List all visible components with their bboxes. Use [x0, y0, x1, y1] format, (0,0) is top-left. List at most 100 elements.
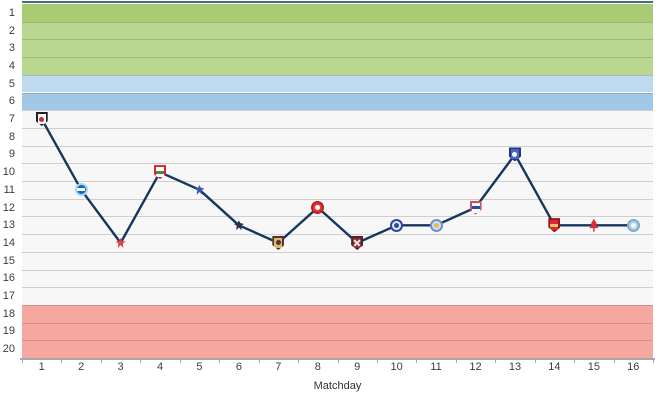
highlight-band [22, 74, 653, 93]
y-axis-tick-label: 9 [8, 148, 15, 161]
crest-detail [550, 223, 559, 227]
y-axis-tick-label: 8 [8, 130, 15, 143]
gridline [22, 39, 653, 41]
x-axis-tick-mark [653, 358, 654, 363]
x-axis-tick-label: 10 [390, 361, 403, 373]
x-axis-tick-mark [22, 358, 23, 363]
fulham-crest-icon [35, 112, 48, 127]
crest-detail [315, 205, 321, 211]
y-axis-tick-label: 5 [8, 77, 15, 90]
highlight-band [22, 21, 653, 75]
everton-crest-icon [508, 147, 521, 162]
gridline [22, 269, 653, 271]
y-axis-tick-label: 14 [2, 236, 15, 249]
x-axis-tick-label: 7 [275, 361, 282, 373]
west-ham-crest-icon [351, 235, 364, 250]
gridline [22, 181, 653, 182]
x-axis-tick-mark [140, 358, 142, 363]
crest-detail [471, 206, 480, 210]
x-axis-tick-mark [574, 358, 576, 363]
crystal-palace-crest-icon [194, 184, 205, 195]
y-axis-labels: 1 2 3 4 5 6 7 8 9 10 11 12 13 14 15 16 17 18 19 20 [0, 4, 18, 358]
gridline [22, 74, 653, 76]
highlight-band [22, 4, 653, 22]
position-line-svg [40, 117, 635, 245]
x-axis-tick-label: 1 [38, 361, 45, 373]
x-axis-tick-label: 13 [508, 361, 522, 373]
x-axis-tick-label: 14 [548, 361, 561, 373]
crest-detail [512, 151, 518, 157]
gridline [22, 127, 653, 129]
tottenham-crest-icon [233, 220, 244, 231]
crossed-hammers-detail [353, 239, 361, 247]
crest-detail [156, 170, 165, 174]
crest-detail [275, 240, 281, 246]
y-axis-tick-label: 17 [2, 290, 15, 303]
y-axis-tick-label: 16 [2, 272, 15, 285]
gridline [22, 21, 653, 23]
crest-detail [433, 222, 439, 228]
liverpool-crest-icon [115, 237, 126, 248]
x-axis-tick-mark [179, 358, 181, 363]
nottingham-forest-crest-icon [589, 218, 599, 232]
man-city-crest-icon [626, 218, 640, 232]
gridline [22, 145, 653, 147]
plot-top-border [22, 1, 653, 3]
crest-detail [77, 188, 86, 192]
x-axis-tick-label: 5 [196, 361, 203, 373]
position-line [40, 117, 635, 245]
y-axis-tick-label: 6 [8, 95, 15, 108]
brighton-crest-icon [74, 183, 88, 197]
highlight-band [22, 304, 653, 358]
x-axis-tick-label: 4 [156, 361, 164, 373]
crest-detail [630, 222, 636, 228]
x-axis-tick-mark [455, 358, 457, 363]
gridline [22, 110, 653, 112]
x-axis-tick-mark [534, 358, 536, 363]
y-axis-tick-label: 10 [2, 166, 15, 179]
gridline [22, 92, 653, 94]
x-axis-tick-label: 9 [354, 361, 361, 373]
x-axis-tick-mark [337, 358, 339, 363]
y-axis-tick-label: 1 [8, 6, 15, 19]
leicester-crest-icon [429, 218, 443, 232]
x-axis-tick-mark [61, 358, 63, 363]
highlight-band [22, 92, 653, 111]
gridline [22, 251, 653, 253]
gridline [22, 322, 653, 324]
x-axis-tick-label: 16 [627, 361, 640, 373]
x-axis-tick-mark [298, 358, 300, 363]
crest-detail [39, 116, 45, 122]
y-axis-tick-label: 2 [8, 24, 15, 37]
x-axis-tick-mark [613, 358, 615, 363]
y-axis-tick-label: 4 [8, 59, 15, 72]
y-axis-tick-label: 7 [8, 113, 15, 126]
gridline [22, 234, 653, 236]
x-axis-tick-mark [258, 358, 260, 363]
x-axis-tick-mark [495, 358, 497, 363]
gridline [22, 216, 653, 218]
gridline [22, 163, 653, 165]
aston-villa-crest-icon [272, 235, 285, 250]
plot-area [22, 4, 653, 358]
gridline [22, 340, 653, 342]
gridline [22, 57, 653, 59]
y-axis-tick-label: 15 [2, 254, 15, 267]
x-axis-labels: 1 2 3 4 5 6 7 8 9 10 11 12 13 14 15 16 [22, 361, 653, 375]
x-axis-tick-mark [416, 358, 418, 363]
crest-detail [394, 222, 400, 228]
x-axis-tick-mark [219, 358, 221, 363]
y-axis-tick-label: 19 [2, 325, 15, 338]
x-axis-tick-mark [376, 358, 378, 363]
gridline [22, 198, 653, 200]
x-axis-title: Matchday [313, 380, 362, 392]
highlight-band [22, 110, 653, 305]
y-axis-tick-label: 20 [2, 343, 15, 356]
x-axis-tick-mark [100, 358, 102, 363]
brentford-crest-icon [311, 201, 325, 215]
x-axis-tick-label: 6 [235, 361, 242, 373]
x-axis-tick-label: 11 [430, 361, 442, 373]
x-axis-tick-label: 15 [587, 361, 600, 373]
y-axis-tick-label: 3 [8, 42, 15, 55]
